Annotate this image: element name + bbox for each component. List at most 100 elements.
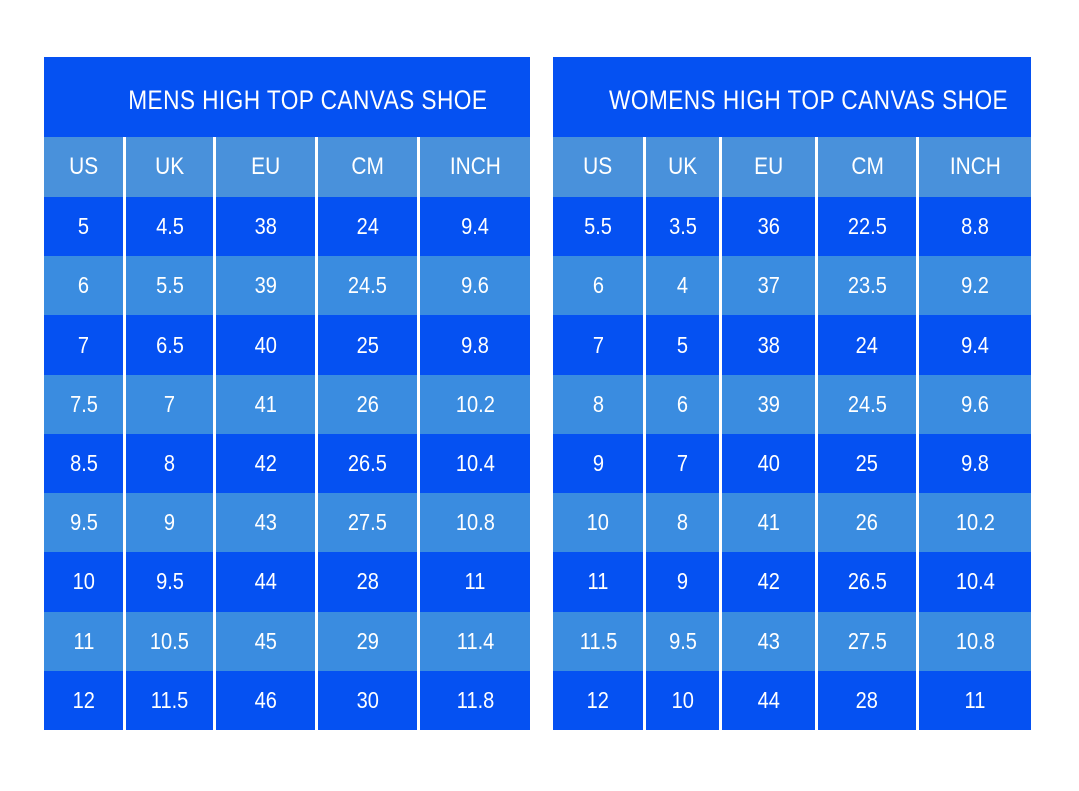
size-cell: 10.4 bbox=[919, 552, 1031, 611]
column-header-inch: INCH bbox=[420, 137, 530, 197]
size-cell: 10.8 bbox=[420, 493, 530, 552]
size-cell: 4.5 bbox=[126, 197, 217, 257]
size-cell-text: 40 bbox=[757, 449, 780, 476]
size-cell-text: 9.5 bbox=[69, 509, 98, 536]
size-cell: 5 bbox=[44, 197, 127, 257]
size-cell: 5.5 bbox=[126, 256, 217, 316]
size-cell: 39 bbox=[216, 256, 319, 316]
size-cell: 5 bbox=[646, 315, 723, 375]
column-header-uk-text: UK bbox=[668, 153, 698, 180]
size-cell-text: 5.5 bbox=[584, 213, 613, 240]
size-cell-text: 7 bbox=[164, 390, 176, 417]
size-cell-text: 24 bbox=[856, 331, 879, 358]
size-cell: 9.6 bbox=[420, 256, 530, 315]
size-cell-text: 9.6 bbox=[461, 272, 489, 299]
size-row: 7.5 7 41 26 10.2 bbox=[44, 374, 530, 434]
size-cell-text: 9 bbox=[677, 568, 689, 595]
size-cell-text: 10 bbox=[72, 568, 95, 595]
size-cell-text: 9.4 bbox=[961, 331, 989, 358]
column-header-cm-text: CM bbox=[351, 153, 384, 180]
size-row: 9 7 40 25 9.8 bbox=[553, 433, 1031, 494]
size-cell-text: 10.8 bbox=[955, 627, 995, 654]
column-header-us: US bbox=[44, 137, 127, 197]
size-cell-text: 11.5 bbox=[150, 686, 189, 713]
size-cell-text: 30 bbox=[356, 686, 379, 713]
size-cell: 5.5 bbox=[553, 197, 647, 257]
size-cell: 11 bbox=[420, 552, 530, 611]
size-cell-text: 42 bbox=[757, 568, 780, 595]
size-cell-text: 9.8 bbox=[961, 449, 989, 476]
size-cell-text: 4.5 bbox=[155, 213, 184, 240]
column-header-inch-text: INCH bbox=[949, 153, 1001, 180]
womens-table-title-text: WOMENS HIGH TOP CANVAS SHOE bbox=[609, 85, 1009, 115]
size-cell-text: 42 bbox=[254, 449, 277, 476]
column-header-cm: CM bbox=[818, 137, 920, 197]
size-cell-text: 11.5 bbox=[579, 627, 617, 654]
size-cell: 44 bbox=[216, 552, 319, 612]
size-cell-text: 11 bbox=[587, 568, 609, 595]
size-cell: 11.4 bbox=[420, 612, 530, 671]
size-row: 10 8 41 26 10.2 bbox=[553, 493, 1031, 553]
size-cell-text: 40 bbox=[254, 331, 277, 358]
size-cell: 26.5 bbox=[818, 552, 920, 612]
size-cell-text: 9.2 bbox=[961, 272, 989, 299]
size-cell: 9.4 bbox=[420, 197, 530, 256]
size-cell: 11 bbox=[919, 671, 1031, 730]
size-cell: 38 bbox=[722, 315, 819, 375]
size-cell-text: 43 bbox=[757, 627, 780, 654]
size-cell: 8 bbox=[646, 493, 723, 553]
size-cell: 6 bbox=[646, 374, 723, 434]
size-cell-text: 26 bbox=[856, 509, 879, 536]
size-cell: 24 bbox=[818, 315, 920, 375]
size-cell: 43 bbox=[722, 611, 819, 671]
column-header-inch: INCH bbox=[919, 137, 1031, 197]
size-cell: 40 bbox=[722, 433, 819, 494]
size-cell: 6.5 bbox=[126, 315, 217, 375]
size-cell: 37 bbox=[722, 256, 819, 316]
size-cell: 12 bbox=[44, 670, 127, 730]
size-cell-text: 8.5 bbox=[69, 449, 98, 476]
size-cell-text: 11 bbox=[73, 627, 94, 654]
size-cell-text: 9 bbox=[164, 509, 176, 536]
size-cell: 6 bbox=[44, 256, 127, 316]
size-cell-text: 9.5 bbox=[668, 627, 697, 654]
size-cell: 6 bbox=[553, 256, 647, 316]
size-cell-text: 26.5 bbox=[348, 449, 388, 476]
size-cell-text: 41 bbox=[757, 509, 780, 536]
size-cell: 23.5 bbox=[818, 256, 920, 316]
size-cell: 9.6 bbox=[919, 375, 1031, 434]
size-cell-text: 9.6 bbox=[961, 390, 989, 417]
size-cell-text: 10 bbox=[671, 686, 694, 713]
size-cell-text: 38 bbox=[757, 331, 780, 358]
size-cell: 7 bbox=[44, 315, 127, 375]
size-row: 10 9.5 44 28 11 bbox=[44, 552, 530, 612]
size-cell: 22.5 bbox=[818, 197, 920, 257]
size-cell: 41 bbox=[216, 374, 319, 434]
size-cell-text: 26 bbox=[356, 390, 379, 417]
size-cell: 7.5 bbox=[44, 374, 127, 434]
column-header-eu: EU bbox=[216, 137, 319, 197]
size-cell: 26 bbox=[318, 374, 421, 434]
size-cell: 7 bbox=[126, 374, 217, 434]
size-cell-text: 41 bbox=[254, 390, 277, 417]
size-cell-text: 7.5 bbox=[69, 390, 98, 417]
size-cell: 12 bbox=[553, 670, 647, 730]
size-cell-text: 10.8 bbox=[455, 509, 495, 536]
size-cell-text: 27.5 bbox=[348, 509, 388, 536]
mens-size-table: MENS HIGH TOP CANVAS SHOE US UK EU CM INCH 5… bbox=[44, 57, 530, 730]
size-cell: 36 bbox=[722, 197, 819, 257]
size-cell-text: 38 bbox=[254, 213, 277, 240]
size-cell-text: 46 bbox=[254, 686, 277, 713]
size-cell-text: 10.2 bbox=[955, 509, 995, 536]
size-cell-text: 9.4 bbox=[461, 213, 489, 240]
size-cell: 27.5 bbox=[318, 493, 421, 553]
size-cell: 10.8 bbox=[919, 612, 1031, 671]
size-cell: 11 bbox=[44, 611, 127, 671]
size-cell: 24.5 bbox=[818, 374, 920, 434]
size-cell-text: 7 bbox=[77, 331, 90, 358]
size-cell-text: 8 bbox=[677, 509, 689, 536]
size-cell-text: 45 bbox=[254, 627, 277, 654]
size-cell-text: 39 bbox=[254, 272, 277, 299]
column-header-eu-text: EU bbox=[251, 153, 281, 180]
